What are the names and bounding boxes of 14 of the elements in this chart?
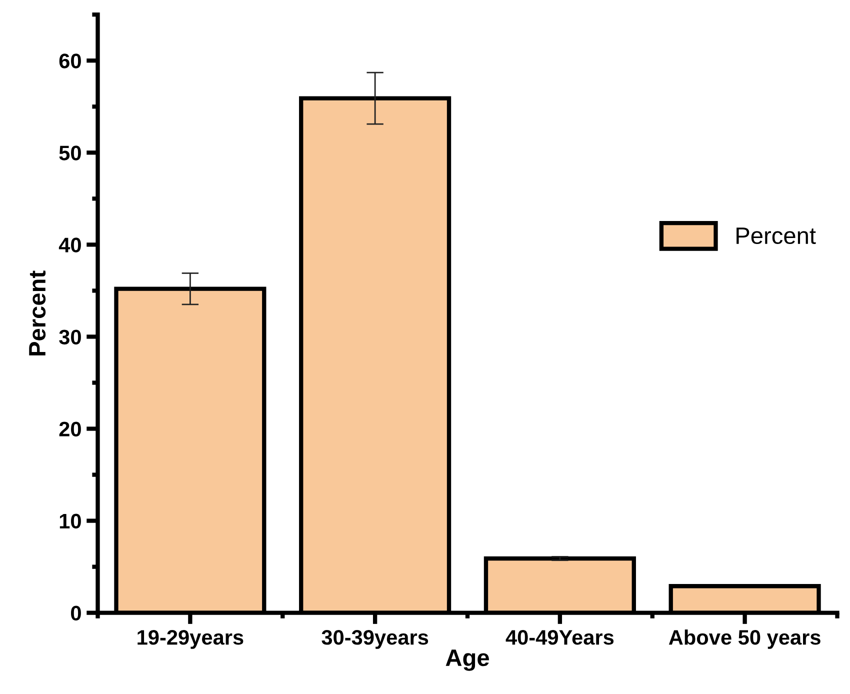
x-tick-label: Above 50 years: [668, 629, 820, 649]
y-tick-label: 40: [58, 238, 81, 252]
x-tick-label: 30-39years: [322, 630, 428, 649]
y-tick-label: 10: [60, 514, 81, 529]
y-tick-label: 20: [59, 422, 81, 436]
legend-label: Percent: [736, 228, 816, 244]
y-tick-label: 50: [59, 146, 81, 160]
y-axis-title: Percent: [29, 270, 46, 356]
x-tick-label: 19-29years: [138, 630, 244, 649]
y-tick-label: 30: [59, 330, 81, 344]
y-tick-label: 60: [59, 54, 81, 68]
x-tick-label: 40-49Years: [506, 630, 614, 645]
x-axis-title: Age: [446, 650, 489, 671]
y-tick-label: 0: [71, 606, 81, 621]
